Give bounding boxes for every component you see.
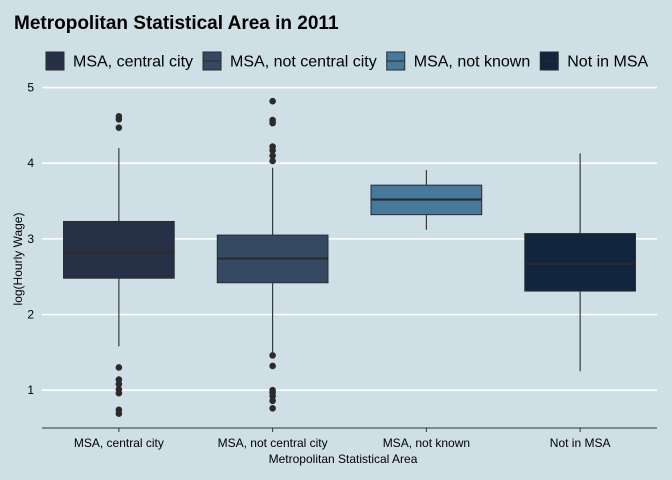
outlier-point — [115, 124, 123, 131]
box-group — [63, 113, 175, 417]
x-tick-label: MSA, not central city — [218, 436, 328, 450]
box-group — [370, 170, 483, 230]
outlier-point — [269, 119, 276, 127]
x-tick-label: MSA, not known — [383, 436, 470, 450]
outlier-point — [269, 147, 276, 154]
outlier-point — [269, 397, 276, 405]
y-tick-label: 1 — [27, 383, 34, 397]
x-tick-label: Not in MSA — [550, 436, 611, 450]
y-tick-label: 5 — [27, 81, 34, 95]
outlier-point — [269, 352, 276, 359]
outlier-point — [269, 362, 276, 370]
y-tick-label: 4 — [27, 156, 34, 170]
outlier-point — [269, 157, 276, 165]
outlier-point — [269, 405, 276, 412]
box — [524, 233, 636, 292]
box-group — [216, 97, 329, 412]
boxes — [63, 97, 636, 417]
legend-label: MSA, central city — [73, 54, 193, 71]
outlier-point — [269, 152, 276, 159]
outlier-point — [115, 116, 123, 123]
outlier-point — [269, 392, 276, 400]
y-axis-title: log(Hourly Wage) — [11, 213, 25, 306]
legend-label: Not in MSA — [567, 54, 648, 71]
legend-label: MSA, not central city — [230, 54, 377, 71]
y-tick-label: 2 — [27, 308, 34, 322]
outlier-point — [115, 380, 123, 388]
x-tick-label: MSA, central city — [74, 436, 164, 450]
y-tick-label: 3 — [27, 232, 34, 246]
legend-label: MSA, not known — [414, 54, 531, 71]
x-axis-title: Metropolitan Statistical Area — [269, 452, 418, 466]
axes: 1 2 3 4 5 MSA, central city MSA, not central c… — [27, 81, 657, 450]
outlier-point — [115, 376, 123, 383]
outlier-point — [115, 389, 123, 397]
outlier-point — [115, 364, 123, 371]
outlier-point — [269, 97, 276, 105]
chart-title: Metropolitan Statistical Area in 2011 — [14, 13, 339, 34]
outlier-point — [115, 410, 123, 417]
box-group — [524, 153, 636, 372]
box — [63, 220, 175, 279]
legend: MSA, central city MSA, not central city MS… — [45, 51, 648, 71]
